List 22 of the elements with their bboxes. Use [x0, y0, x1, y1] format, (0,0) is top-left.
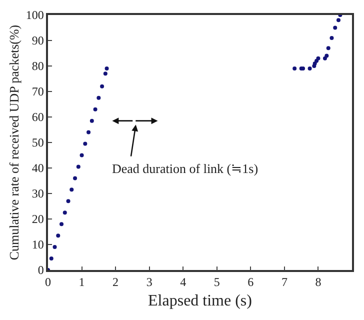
y-tick-label: 90 [32, 34, 44, 48]
x-tick-label: 2 [112, 275, 119, 290]
x-tick-label: 1 [78, 275, 85, 290]
annotation: Dead duration of link (≒1s) [112, 161, 258, 176]
x-tick-label: 4 [180, 275, 186, 290]
x-tick-label: 8 [315, 275, 322, 290]
y-axis-title: Cumulative rate of received UDP packets(%) [6, 24, 22, 260]
y-tick-label: 60 [32, 110, 44, 124]
y-tick-label: 80 [32, 59, 44, 74]
y-tick-label: 20 [32, 212, 44, 226]
x-axis-title: Elapsed time (s) [148, 292, 252, 310]
x-tick-label: 7 [281, 275, 288, 290]
y-tick-label: 100 [26, 8, 44, 22]
y-tick-label: 50 [32, 136, 44, 150]
y-tick-label: 10 [32, 238, 44, 252]
x-tick-label: 6 [248, 275, 254, 290]
y-tick-label: 0 [38, 263, 44, 278]
x-tick-label: 3 [146, 275, 152, 290]
x-tick-label: 5 [214, 275, 220, 290]
y-tick-label: 70 [32, 84, 44, 99]
y-tick-label: 40 [32, 161, 44, 176]
y-tick-label: 30 [32, 186, 44, 201]
